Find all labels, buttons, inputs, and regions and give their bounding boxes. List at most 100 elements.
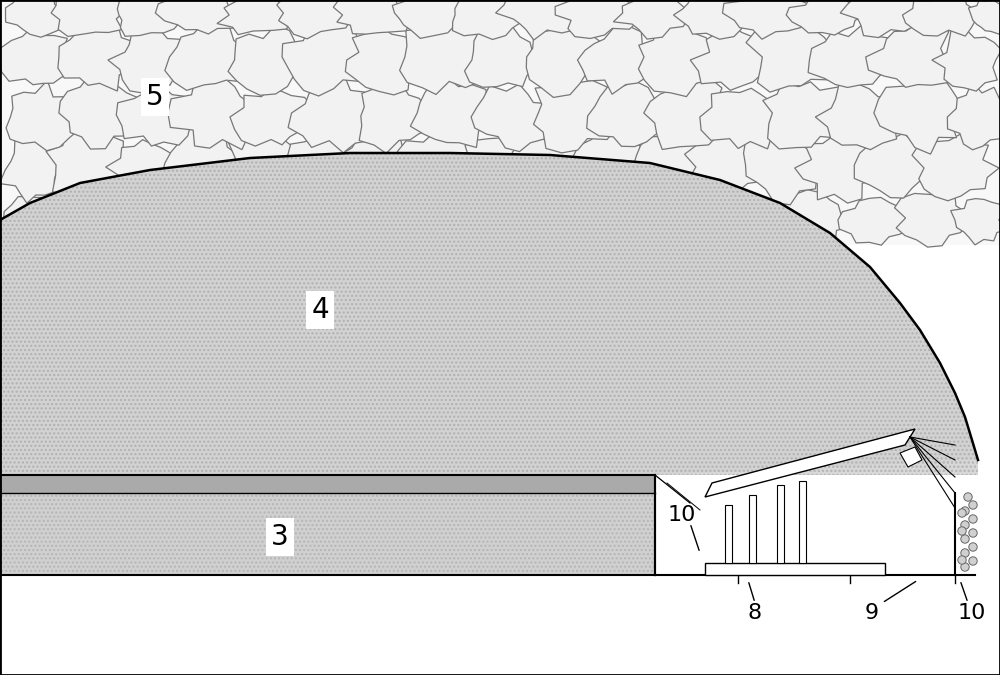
Polygon shape: [578, 26, 659, 94]
Circle shape: [969, 529, 977, 537]
Polygon shape: [0, 153, 978, 475]
Polygon shape: [746, 26, 842, 92]
Text: 3: 3: [271, 523, 289, 551]
Polygon shape: [410, 76, 499, 147]
Polygon shape: [968, 0, 1000, 34]
Polygon shape: [165, 20, 258, 90]
Polygon shape: [0, 28, 75, 84]
Bar: [655, 475, 1000, 575]
Bar: [0, 0, 1000, 245]
Polygon shape: [277, 0, 350, 39]
Polygon shape: [685, 133, 769, 205]
Bar: [0, 493, 655, 575]
Polygon shape: [705, 429, 915, 497]
Polygon shape: [621, 130, 704, 201]
Circle shape: [961, 563, 969, 571]
Polygon shape: [361, 195, 433, 244]
Polygon shape: [951, 198, 1000, 245]
Text: 9: 9: [865, 603, 879, 623]
Polygon shape: [338, 134, 421, 198]
Circle shape: [969, 501, 977, 509]
Polygon shape: [228, 24, 303, 95]
Polygon shape: [168, 78, 261, 150]
Polygon shape: [947, 82, 1000, 150]
Circle shape: [958, 526, 966, 535]
Circle shape: [961, 535, 969, 543]
Polygon shape: [655, 460, 978, 575]
Polygon shape: [51, 0, 124, 36]
Polygon shape: [808, 24, 900, 88]
Polygon shape: [613, 0, 688, 39]
Bar: [798, 481, 806, 563]
Polygon shape: [534, 188, 608, 246]
Polygon shape: [601, 194, 666, 246]
Bar: [0, 475, 655, 493]
Polygon shape: [912, 133, 999, 200]
Polygon shape: [116, 88, 199, 146]
Polygon shape: [181, 188, 252, 248]
Polygon shape: [108, 29, 192, 93]
Polygon shape: [333, 0, 409, 34]
Polygon shape: [866, 21, 949, 87]
Text: 5: 5: [146, 83, 164, 111]
Polygon shape: [895, 194, 977, 247]
Polygon shape: [6, 0, 68, 37]
Polygon shape: [744, 132, 831, 205]
Circle shape: [961, 549, 969, 557]
Circle shape: [969, 543, 977, 551]
Polygon shape: [392, 0, 472, 38]
Polygon shape: [555, 0, 637, 38]
Polygon shape: [46, 130, 134, 197]
Polygon shape: [716, 197, 795, 248]
Polygon shape: [58, 23, 140, 91]
Polygon shape: [50, 190, 142, 246]
Polygon shape: [294, 188, 376, 241]
Polygon shape: [534, 80, 616, 153]
Polygon shape: [932, 27, 1000, 91]
Polygon shape: [127, 198, 189, 245]
Polygon shape: [458, 136, 535, 198]
Polygon shape: [217, 0, 290, 34]
Polygon shape: [230, 89, 317, 146]
Bar: [724, 505, 732, 563]
Polygon shape: [487, 196, 548, 248]
Bar: [748, 495, 756, 563]
Polygon shape: [700, 88, 789, 149]
Text: 4: 4: [311, 296, 329, 324]
Polygon shape: [840, 0, 923, 38]
Polygon shape: [465, 24, 542, 87]
Circle shape: [958, 509, 966, 517]
Polygon shape: [644, 78, 722, 149]
Circle shape: [969, 515, 977, 523]
Polygon shape: [722, 0, 810, 39]
Polygon shape: [400, 20, 487, 95]
Polygon shape: [512, 125, 586, 200]
Polygon shape: [763, 82, 850, 149]
Polygon shape: [398, 134, 479, 200]
Circle shape: [964, 493, 972, 502]
Polygon shape: [155, 0, 240, 34]
Polygon shape: [0, 136, 63, 203]
Circle shape: [961, 507, 969, 515]
Polygon shape: [526, 22, 605, 97]
Text: 10: 10: [668, 505, 696, 525]
Polygon shape: [453, 0, 521, 40]
Polygon shape: [280, 124, 366, 196]
Polygon shape: [900, 447, 922, 467]
Polygon shape: [795, 136, 880, 203]
Circle shape: [961, 521, 969, 529]
Polygon shape: [6, 80, 79, 151]
Polygon shape: [282, 18, 373, 96]
Polygon shape: [854, 133, 937, 198]
Circle shape: [969, 557, 977, 565]
Polygon shape: [638, 21, 725, 97]
Polygon shape: [345, 26, 424, 95]
Bar: [0, 493, 655, 575]
Polygon shape: [673, 0, 755, 39]
Polygon shape: [161, 128, 246, 199]
Polygon shape: [566, 130, 654, 206]
Polygon shape: [59, 74, 143, 149]
Circle shape: [958, 556, 966, 564]
Polygon shape: [838, 197, 915, 245]
Polygon shape: [359, 83, 435, 153]
